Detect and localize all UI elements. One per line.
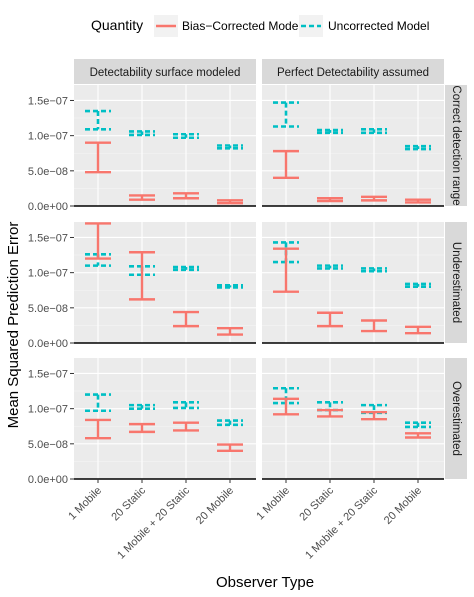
row-strip-label: Overestimated: [450, 381, 462, 456]
legend: Quantity Bias−Corrected Model Uncorrected …: [91, 15, 429, 37]
column-strip-label: Detectability surface modeled: [90, 67, 241, 79]
y-tick-label: 0.0e+00: [28, 201, 68, 213]
y-tick-label: 1.0e−07: [28, 131, 68, 143]
row-strip: [445, 85, 467, 206]
y-axis-title: Mean Squared Prediction Error: [5, 222, 22, 429]
panel-underestimated-modeled: [74, 222, 256, 344]
y-tick-label: 0.0e+00: [28, 338, 68, 350]
x-tick-label: 20 Static: [109, 484, 148, 523]
x-tick-label: 20 Static: [297, 484, 336, 523]
x-tick-label: 20 Mobile: [194, 485, 236, 527]
panel-overestimated-modeled: [74, 358, 256, 480]
y-tick-label: 0.0e+00: [28, 474, 68, 486]
x-tick-label: 20 Mobile: [382, 485, 424, 527]
panel-background: [74, 358, 256, 479]
x-tick-label: 1 Mobile: [66, 485, 104, 523]
row-strip: [445, 222, 467, 343]
column-strip: [262, 59, 444, 84]
y-tick-label: 1.0e−07: [28, 404, 68, 416]
row-strip-label: Correct detection range: [450, 85, 462, 205]
y-tick-label: 1.0e−07: [28, 268, 68, 280]
panel-correct-detection-range-assumed: [262, 85, 444, 207]
y-tick-label: 5.0e−08: [28, 166, 68, 178]
column-strip: [74, 59, 256, 84]
x-tick-label: 1 Mobile: [254, 485, 292, 523]
x-tick-label: 1 Mobile + 20 Static: [115, 484, 192, 561]
y-tick-label: 5.0e−08: [28, 439, 68, 451]
y-tick-label: 1.5e−07: [28, 368, 68, 380]
y-axes: 0.0e+00 5.0e−08 1.0e−07 1.5e−07 0.0e+00 5.0e−…: [28, 95, 74, 486]
panel-correct-detection-range-modeled: [74, 85, 256, 207]
row-strip-label: Underestimated: [450, 242, 462, 323]
legend-label-corrected: Bias−Corrected Model: [182, 19, 301, 33]
legend-label-uncorrected: Uncorrected Model: [328, 19, 429, 33]
panel-background: [74, 222, 256, 343]
panel-underestimated-assumed: [262, 222, 444, 344]
legend-title: Quantity: [91, 17, 143, 33]
x-tick-label: 1 Mobile + 20 Static: [303, 484, 380, 561]
facet-strips: Detectability surface modeled Perfect Det…: [74, 59, 467, 479]
panel-background: [262, 222, 444, 343]
facet-panels: [74, 85, 444, 480]
y-tick-label: 1.5e−07: [28, 232, 68, 244]
y-tick-label: 1.5e−07: [28, 95, 68, 107]
row-strip: [445, 358, 467, 479]
panel-background: [262, 358, 444, 479]
column-strip-label: Perfect Detectability assumed: [277, 67, 429, 79]
y-tick-label: 5.0e−08: [28, 303, 68, 315]
x-axis-title: Observer Type: [216, 574, 314, 591]
panel-overestimated-assumed: [262, 358, 444, 480]
